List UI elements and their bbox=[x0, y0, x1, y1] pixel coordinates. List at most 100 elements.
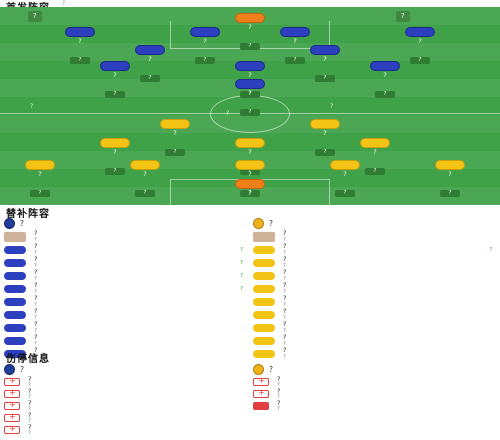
player-marker[interactable]: ?? bbox=[114, 45, 186, 82]
player-marker[interactable]: ?? bbox=[214, 13, 286, 50]
player-marker[interactable]: ?? bbox=[44, 27, 116, 64]
home-coach-role: ? bbox=[34, 236, 37, 243]
player-marker[interactable]: ?? bbox=[4, 160, 76, 197]
sub-player-row[interactable]: ?? bbox=[4, 295, 249, 308]
player-marker[interactable]: ?? bbox=[289, 119, 361, 156]
player-marker[interactable]: ?? bbox=[214, 61, 286, 98]
shirt-icon bbox=[310, 45, 340, 55]
sub-player-name: ? bbox=[34, 294, 38, 302]
player-marker[interactable]: ?? bbox=[214, 160, 286, 197]
sub-player-row[interactable]: ?? bbox=[4, 321, 249, 334]
player-marker[interactable]: ?? bbox=[309, 160, 381, 197]
shirt-icon bbox=[4, 284, 26, 293]
sub-player-position: ? bbox=[283, 327, 286, 334]
injury-row[interactable]: ?? bbox=[4, 400, 249, 412]
sub-player-name: ? bbox=[283, 242, 287, 250]
coach-avatar-icon bbox=[4, 231, 26, 242]
sub-player-name: ? bbox=[34, 242, 38, 250]
injury-row[interactable]: ?? bbox=[4, 412, 249, 424]
player-name: ? bbox=[448, 170, 452, 178]
injury-row[interactable]: ?? bbox=[253, 376, 498, 388]
sub-player-row[interactable]: ??? bbox=[4, 243, 249, 256]
injury-away-header: ? bbox=[253, 362, 273, 376]
injury-list-home: ?????????? bbox=[4, 376, 249, 436]
player-rating: ? bbox=[285, 57, 305, 64]
sub-player-name: ? bbox=[283, 255, 287, 263]
injury-player-position: ? bbox=[28, 406, 31, 412]
injury-player-name: ? bbox=[28, 375, 32, 383]
home-coach-row[interactable]: ? ? bbox=[4, 230, 249, 243]
sub-player-row[interactable]: ?? bbox=[253, 321, 498, 334]
player-name: ? bbox=[148, 55, 152, 63]
sub-player-tag: ? bbox=[240, 285, 243, 292]
sub-player-row[interactable]: ??? bbox=[4, 282, 249, 295]
player-marker[interactable]: ?? bbox=[339, 138, 411, 175]
sub-player-name: ? bbox=[283, 320, 287, 328]
player-marker[interactable]: ?? bbox=[384, 27, 456, 64]
player-marker[interactable]: ?? bbox=[169, 27, 241, 64]
sub-player-position: ? bbox=[283, 249, 286, 256]
shirt-icon bbox=[330, 160, 360, 170]
sub-player-row[interactable]: ?? bbox=[253, 269, 498, 282]
sub-player-row[interactable]: ?? bbox=[253, 334, 498, 347]
player-rating: ? bbox=[240, 91, 260, 98]
injury-icon bbox=[253, 388, 269, 398]
player-marker[interactable]: ?? bbox=[109, 160, 181, 197]
injury-row[interactable]: ?? bbox=[253, 400, 498, 412]
player-marker[interactable]: ?? bbox=[79, 138, 151, 175]
injury-player-name: ? bbox=[277, 399, 281, 407]
sub-player-name: ? bbox=[34, 346, 38, 354]
player-marker[interactable]: ?? bbox=[214, 179, 286, 205]
sub-player-row[interactable]: ?? bbox=[4, 347, 249, 360]
player-name: ? bbox=[248, 71, 252, 79]
player-rating: ? bbox=[30, 190, 50, 197]
sub-player-name: ? bbox=[283, 281, 287, 289]
player-marker[interactable]: ?? bbox=[214, 138, 286, 175]
player-marker[interactable]: ?? bbox=[214, 79, 286, 116]
injury-row[interactable]: ?? bbox=[253, 388, 498, 400]
player-name: ? bbox=[383, 71, 387, 79]
sub-player-row[interactable]: ?? bbox=[253, 295, 498, 308]
away-coach-row[interactable]: ? ? bbox=[253, 230, 498, 243]
shirt-icon bbox=[235, 179, 265, 189]
sub-player-row[interactable]: ??? bbox=[253, 243, 498, 256]
player-marker[interactable]: ?? bbox=[414, 160, 486, 197]
player-marker[interactable]: ?? bbox=[259, 27, 331, 64]
injury-row[interactable]: ?? bbox=[4, 388, 249, 400]
player-marker[interactable]: ?? bbox=[139, 119, 211, 156]
sub-player-row[interactable]: ?? bbox=[4, 308, 249, 321]
bottom-team-label[interactable]: ? bbox=[396, 11, 410, 22]
sub-player-position: ? bbox=[34, 262, 37, 269]
shirt-icon bbox=[253, 297, 275, 306]
player-marker[interactable]: ?? bbox=[79, 61, 151, 98]
shirt-icon bbox=[4, 349, 26, 358]
sub-player-row[interactable]: ?? bbox=[253, 256, 498, 269]
top-team-label[interactable]: ? bbox=[28, 11, 42, 22]
sub-player-row[interactable]: ?? bbox=[253, 347, 498, 360]
player-marker[interactable]: ?? bbox=[289, 45, 361, 82]
injury-row[interactable]: ?? bbox=[4, 424, 249, 436]
shirt-icon bbox=[253, 310, 275, 319]
sub-player-position: ? bbox=[283, 275, 286, 282]
player-name: ? bbox=[143, 170, 147, 178]
sub-player-row[interactable]: ?? bbox=[253, 308, 498, 321]
shirt-icon bbox=[253, 323, 275, 332]
injury-player-position: ? bbox=[28, 430, 31, 436]
player-rating: ? bbox=[140, 75, 160, 82]
shirt-icon bbox=[4, 271, 26, 280]
player-name: ? bbox=[293, 37, 297, 45]
injury-player-position: ? bbox=[277, 382, 280, 388]
player-marker[interactable]: ?? bbox=[349, 61, 421, 98]
shirt-icon bbox=[4, 310, 26, 319]
injury-icon bbox=[253, 400, 269, 410]
sub-player-row[interactable]: ?? bbox=[4, 334, 249, 347]
player-rating: ? bbox=[365, 168, 385, 175]
injury-row[interactable]: ?? bbox=[4, 376, 249, 388]
sub-player-position: ? bbox=[34, 314, 37, 321]
sub-player-name: ? bbox=[283, 346, 287, 354]
sub-player-row[interactable]: ??? bbox=[4, 256, 249, 269]
player-name: ? bbox=[248, 89, 252, 97]
sub-player-row[interactable]: ?? bbox=[253, 282, 498, 295]
sub-player-row[interactable]: ??? bbox=[4, 269, 249, 282]
player-name: ? bbox=[203, 37, 207, 45]
